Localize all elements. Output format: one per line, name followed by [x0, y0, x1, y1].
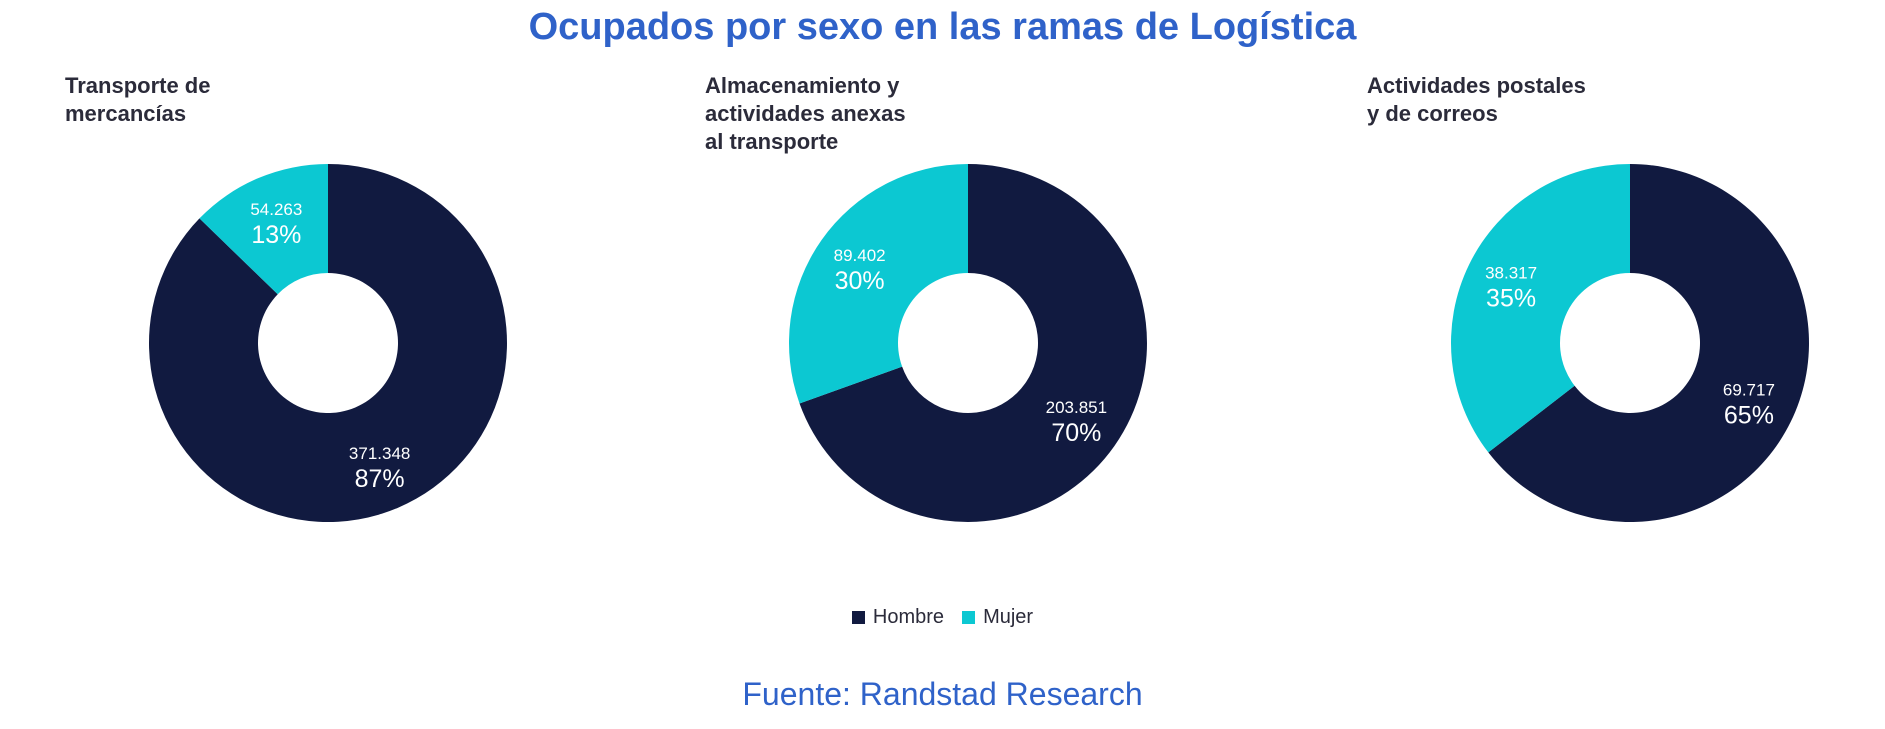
slice-value-label: 89.402: [834, 246, 886, 265]
panel-title-line: Almacenamiento y: [705, 73, 900, 98]
donut-panel-transporte: Transporte de mercancías 371.348 87% 54.26…: [65, 72, 625, 552]
slice-value-label: 69.717: [1723, 380, 1775, 399]
slice-percent-label: 13%: [251, 221, 301, 249]
panel-title-line: y de correos: [1367, 101, 1498, 126]
slice-percent-label: 65%: [1724, 401, 1774, 429]
donut-panel-almacenamiento: Almacenamiento y actividades anexas al t…: [705, 72, 1265, 552]
legend-label: Hombre: [872, 606, 945, 628]
slice-value-label: 38.317: [1485, 264, 1537, 283]
slice-percent-label: 30%: [835, 267, 885, 295]
chart-title: Ocupados por sexo en las ramas de Logíst…: [528, 6, 1357, 48]
slice-percent-label: 70%: [1051, 419, 1101, 447]
legend-swatch-hombre: [851, 611, 865, 624]
legend-label: Mujer: [983, 606, 1034, 628]
donut-panel-postales: Actividades postales y de correos 69.717…: [1367, 72, 1885, 552]
donut-chart: 69.717 65% 38.317 35%: [1451, 164, 1809, 522]
panel-title: Almacenamiento y actividades anexas al t…: [705, 72, 1025, 156]
legend-swatch-mujer: [962, 611, 976, 624]
panel-title-line: al transporte: [705, 129, 839, 154]
panel-title: Transporte de mercancías: [65, 72, 385, 128]
slice-hombre: [1488, 164, 1809, 522]
panel-title-line: Actividades postales: [1367, 73, 1586, 98]
panel-title-line: Transporte de: [65, 73, 211, 98]
legend-item-hombre: Hombre: [851, 606, 945, 629]
slice-hombre: [799, 164, 1147, 522]
slice-hombre: [148, 164, 507, 522]
slice-mujer: [199, 164, 328, 295]
slice-percent-label: 87%: [355, 465, 405, 493]
source-note: Fuente: Randstad Research: [742, 676, 1143, 712]
slice-mujer: [1451, 164, 1630, 453]
panel-title-line: mercancías: [65, 101, 187, 126]
donut-chart: 371.348 87% 54.263 13%: [148, 164, 507, 522]
panel-title-line: actividades anexas: [705, 101, 906, 126]
slice-value-label: 54.263: [250, 200, 302, 219]
slice-value-label: 371.348: [349, 444, 410, 463]
panel-title: Actividades postales y de correos: [1367, 72, 1687, 128]
slice-mujer: [789, 164, 968, 404]
slice-percent-label: 35%: [1486, 285, 1536, 313]
slice-value-label: 203.851: [1046, 398, 1107, 417]
legend-item-mujer: Mujer: [962, 606, 1033, 629]
legend: Hombre Mujer: [0, 606, 1885, 629]
donut-chart: 203.851 70% 89.402 30%: [789, 164, 1147, 522]
